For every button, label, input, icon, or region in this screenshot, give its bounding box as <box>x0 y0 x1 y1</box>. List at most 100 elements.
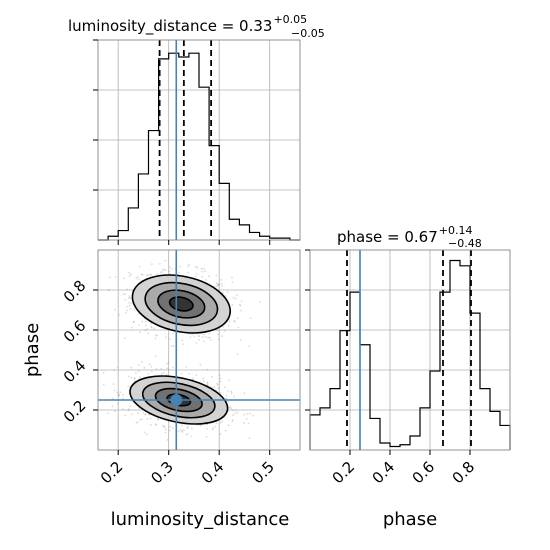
joint-sample-point <box>205 336 207 339</box>
phase-xtick-label-2: 0.6 <box>409 458 439 488</box>
joint-sample-point <box>135 372 137 375</box>
joint-sample-point <box>246 412 249 415</box>
joint-sample-point <box>177 430 180 433</box>
joint-sample-point <box>218 283 220 286</box>
joint-sample-point <box>133 377 136 380</box>
joint-sample-point <box>130 376 133 379</box>
joint-sample-point <box>220 282 223 285</box>
joint-sample-point <box>231 409 234 412</box>
joint-sample-point <box>121 393 124 396</box>
joint-sample-point <box>195 342 198 344</box>
joint-sample-point <box>146 417 149 420</box>
joint-sample-point <box>243 392 246 395</box>
joint-sample-point <box>111 405 114 408</box>
joint-sample-point <box>151 326 153 329</box>
joint-sample-point <box>216 383 219 386</box>
joint-sample-point <box>230 392 233 395</box>
joint-sample-point <box>188 263 191 266</box>
joint-sample-point <box>236 353 239 355</box>
joint-sample-point <box>141 418 144 421</box>
joint-sample-point <box>181 339 184 342</box>
joint-sample-point <box>207 336 210 339</box>
joint-sample-point <box>189 336 192 339</box>
y-axis-label-phase: phase <box>22 323 43 377</box>
joint-sample-point <box>211 428 214 431</box>
joint-sample-point <box>227 324 230 327</box>
joint-sample-point <box>230 407 232 410</box>
joint-sample-point <box>197 335 200 337</box>
joint-sample-point <box>122 293 125 296</box>
joint-sample-point <box>190 435 193 438</box>
joint-sample-point <box>117 402 119 405</box>
luminosity-distance-histogram-panel: luminosity_distance = 0.33+0.05 −0.05 <box>68 13 325 245</box>
joint-sample-point <box>165 373 168 376</box>
joint-sample-point <box>127 408 130 410</box>
joint-sample-point <box>141 273 144 276</box>
joint-sample-point <box>126 288 128 291</box>
phase-histogram <box>309 259 511 450</box>
phase-ytick-label-3: 0.8 <box>60 277 90 307</box>
joint-sample-point <box>143 366 146 369</box>
joint-sample-point <box>201 336 204 338</box>
joint-sample-point <box>157 417 159 420</box>
joint-sample-point <box>171 332 174 335</box>
joint-sample-point <box>157 418 159 421</box>
joint-sample-point <box>161 271 163 273</box>
joint-sample-point <box>216 329 219 332</box>
joint-sample-point <box>248 345 251 348</box>
phase-title-lower: −0.48 <box>448 237 482 250</box>
luminosity-distance-title-text: luminosity_distance = 0.33 <box>68 17 272 36</box>
joint-sample-point <box>214 425 217 428</box>
contour-1-1 <box>141 381 216 419</box>
joint-sample-point <box>199 424 202 427</box>
joint-sample-point <box>231 419 234 421</box>
joint-sample-point <box>144 320 147 322</box>
joint-sample-point <box>233 319 236 322</box>
joint-sample-point <box>144 413 147 416</box>
joint-sample-point <box>228 320 231 323</box>
joint-sample-point <box>128 295 131 297</box>
joint-sample-point <box>191 427 193 430</box>
phase-panel-frame <box>309 249 511 451</box>
joint-sample-point <box>225 394 228 397</box>
joint-sample-point <box>171 268 174 271</box>
phase-title: phase = 0.67+0.14 <box>337 224 473 246</box>
joint-sample-point <box>125 311 127 314</box>
joint-sample-point <box>123 337 126 339</box>
joint-sample-point <box>222 292 224 294</box>
joint-sample-point <box>139 418 142 421</box>
joint-sample-point <box>240 309 242 312</box>
joint-sample-point <box>148 363 151 366</box>
phase-ytick-label-0: 0.2 <box>60 397 90 427</box>
joint-sample-point <box>221 285 224 287</box>
joint-sample-point <box>219 433 222 435</box>
joint-sample-point <box>119 391 122 393</box>
joint-sample-point <box>166 362 168 365</box>
joint-sample-point <box>211 375 213 378</box>
joint-sample-point <box>231 281 234 284</box>
joint-sample-point <box>112 383 115 385</box>
joint-sample-point <box>185 366 188 368</box>
phase-histogram-panel: 0.2 0.4 0.6 0.8 phase = 0.67+0.14 −0.48 <box>305 224 511 488</box>
joint-sample-point <box>168 270 171 273</box>
joint-sample-point <box>107 412 109 415</box>
joint-sample-point <box>147 372 150 375</box>
phase-xtick-label-1: 0.4 <box>369 458 399 488</box>
joint-sample-point <box>124 298 127 301</box>
joint-sample-point <box>149 417 152 420</box>
joint-sample-point <box>132 321 135 323</box>
joint-sample-point <box>233 320 236 323</box>
joint-sample-point <box>150 325 153 328</box>
joint-sample-point <box>147 274 149 277</box>
joint-sample-point <box>231 420 234 423</box>
joint-sample-point <box>141 320 144 323</box>
joint-sample-point <box>198 335 201 338</box>
joint-sample-point <box>202 377 205 380</box>
joint-sample-point <box>239 304 242 307</box>
joint-sample-point <box>109 276 111 279</box>
joint-sample-point <box>202 267 205 270</box>
joint-sample-point <box>113 369 116 371</box>
joint-sample-point <box>137 313 140 315</box>
joint-sample-point <box>145 324 147 327</box>
joint-sample-point <box>95 407 97 409</box>
